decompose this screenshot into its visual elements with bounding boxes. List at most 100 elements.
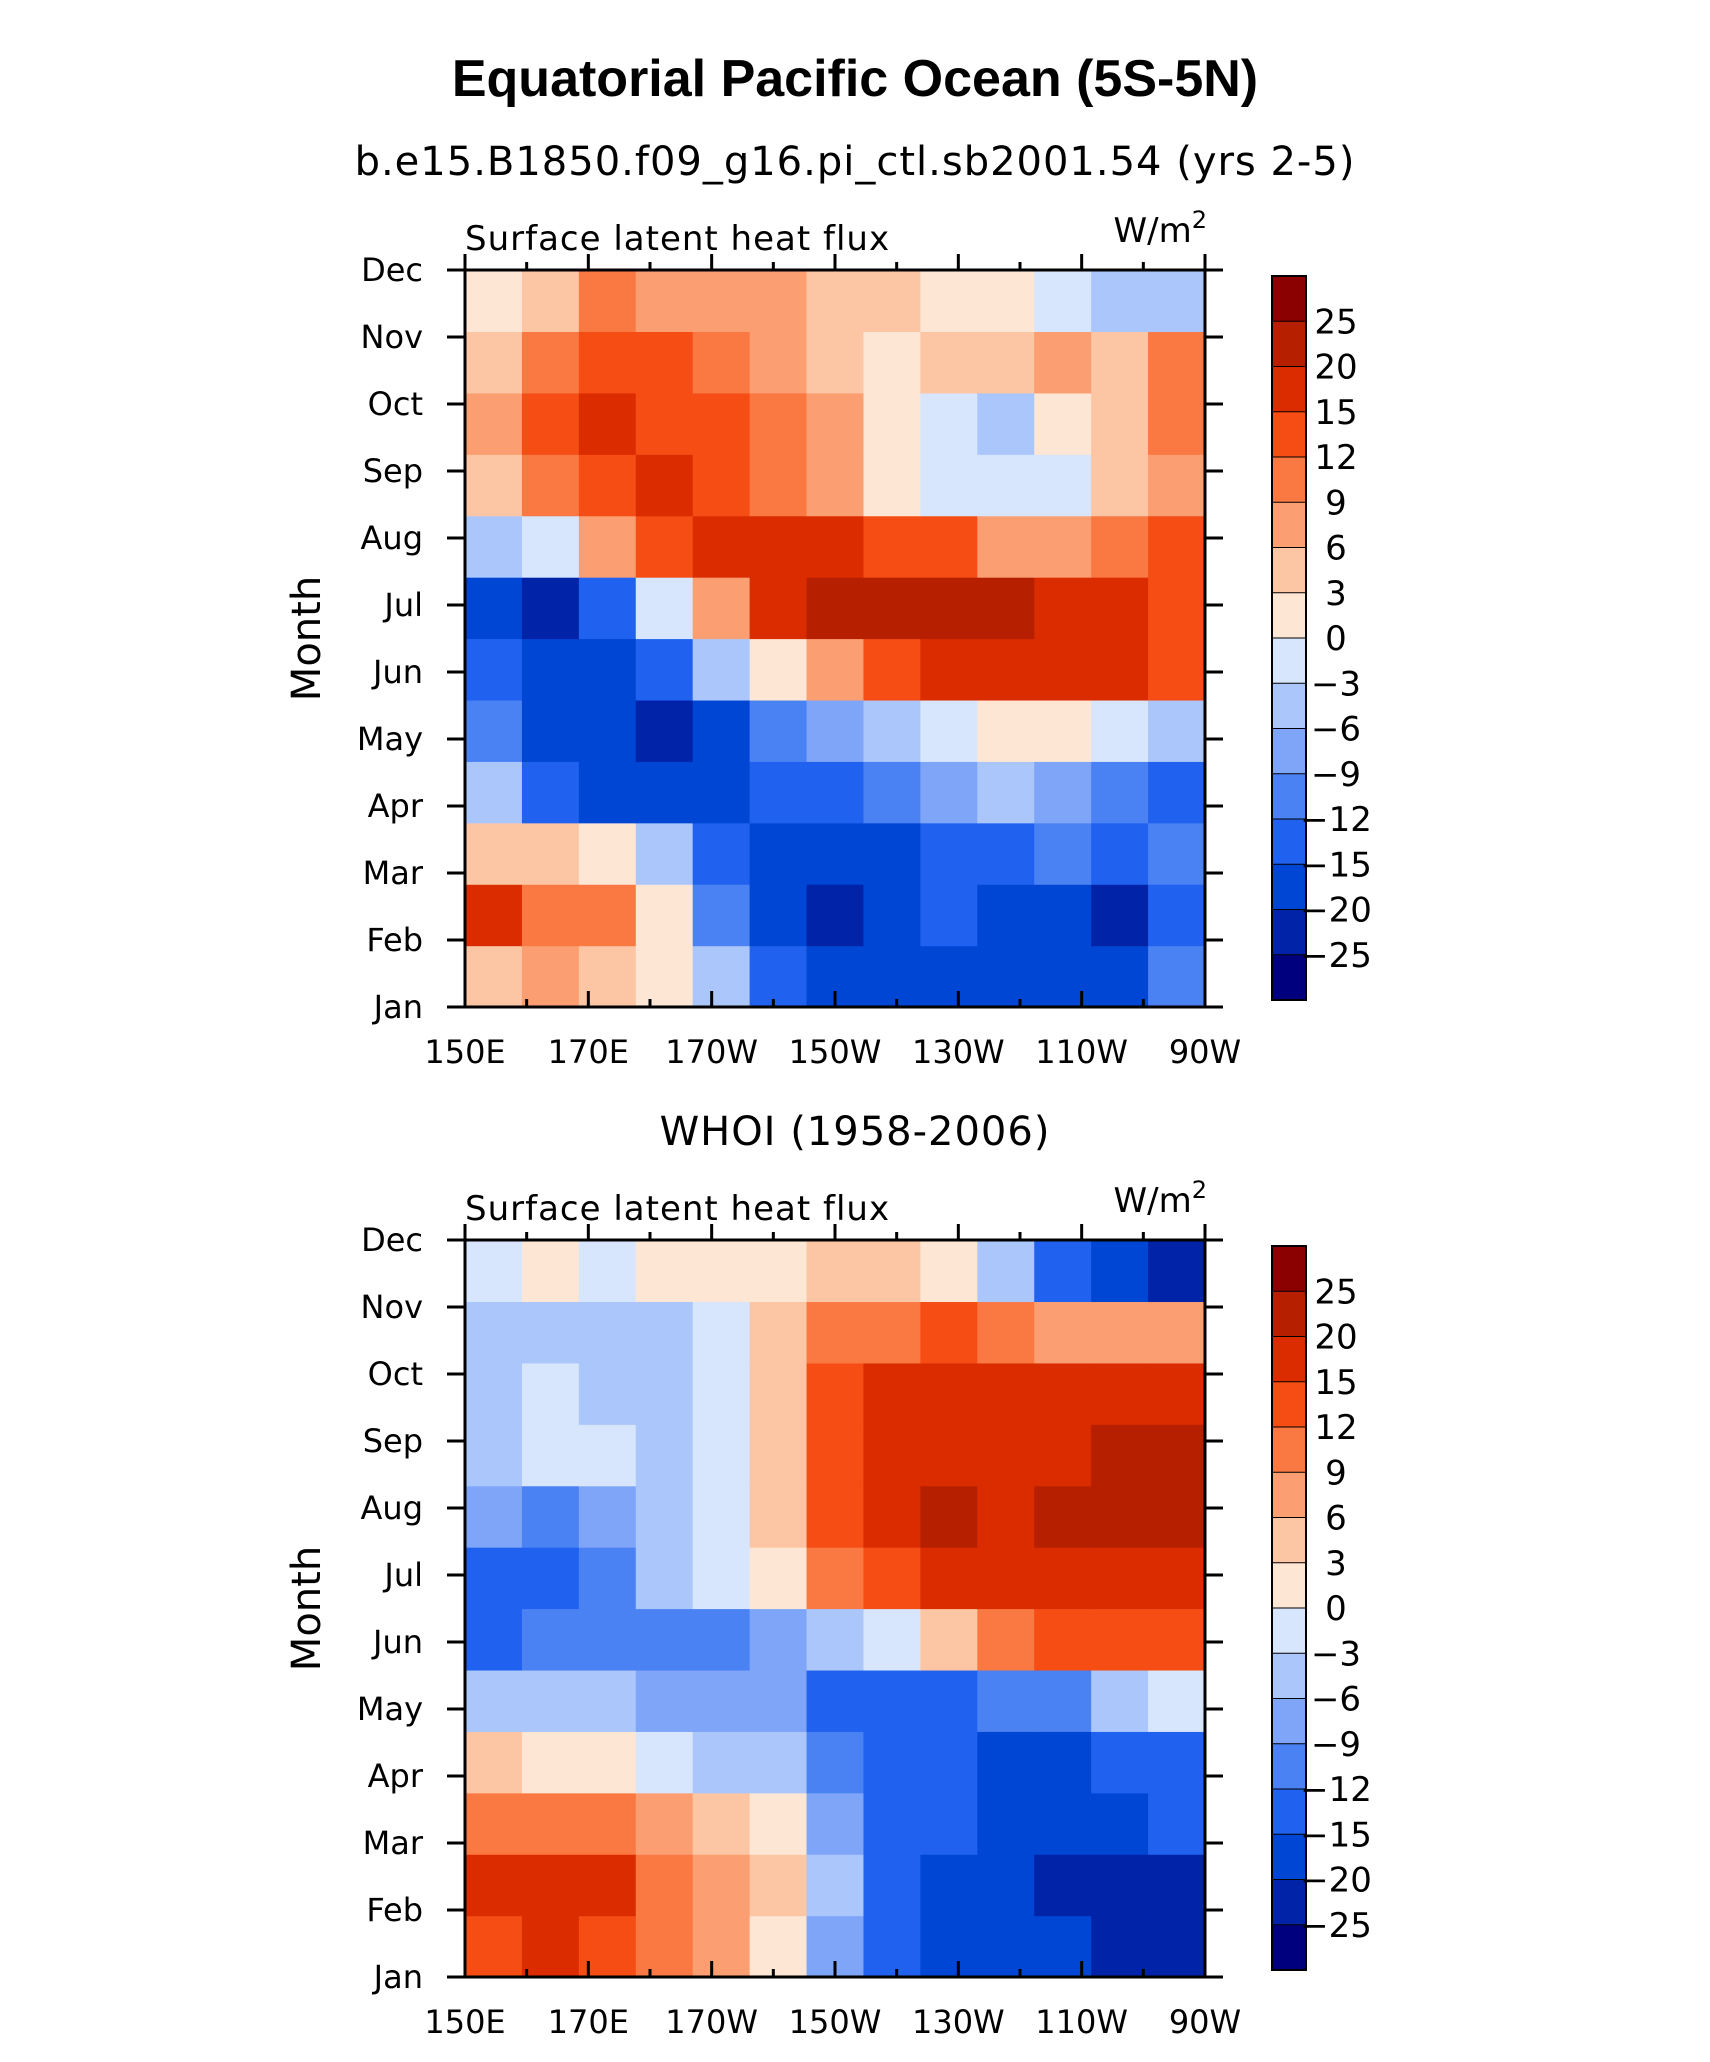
y-tick-label: May <box>357 1690 423 1728</box>
variable-label: Surface latent heat flux <box>465 219 890 259</box>
heatmap-cell <box>465 515 523 578</box>
colorbar-label: −9 <box>1311 755 1361 795</box>
colorbar-label: 25 <box>1314 1272 1357 1312</box>
colorbar-swatch <box>1272 1562 1306 1609</box>
heatmap-cell <box>977 270 1035 333</box>
heatmap-cell <box>920 1854 978 1917</box>
heatmap-cell <box>521 822 580 885</box>
heatmap-cell <box>749 638 808 701</box>
figure-title: Equatorial Pacific Ocean (5S-5N) <box>452 50 1258 108</box>
heatmap-cell <box>521 1792 580 1855</box>
heatmap-cell <box>1091 945 1149 1008</box>
heatmap-cell <box>1034 822 1092 885</box>
heatmap-cell <box>635 699 694 762</box>
heatmap-cell <box>465 1731 523 1794</box>
heatmap-cell <box>635 1547 694 1610</box>
heatmap-cell <box>1034 515 1092 578</box>
heatmap-cell <box>977 577 1035 640</box>
colorbar-swatch <box>1272 1653 1306 1699</box>
colorbar-label: 15 <box>1314 1363 1357 1403</box>
heatmap-cell <box>749 1424 808 1487</box>
heatmap-cell <box>465 822 523 885</box>
y-axis-label: Month <box>284 576 330 701</box>
heatmap-cell <box>1148 454 1206 517</box>
heatmap-cell <box>465 392 523 455</box>
heatmap-cell <box>806 1608 865 1671</box>
units-superscript: 2 <box>1192 1176 1207 1204</box>
heatmap-cell <box>692 577 751 640</box>
colorbar-label: −15 <box>1300 1815 1372 1855</box>
heatmap-cell <box>1091 699 1149 762</box>
heatmap-cell <box>692 515 751 578</box>
colorbar: 25 20 15 12 9 6 3 0 −3 −6 −9 −12 −15 −20 −25 <box>1271 275 1372 1001</box>
heatmap-cell <box>806 699 865 762</box>
heatmap-cell <box>977 454 1035 517</box>
heatmap-cell <box>863 638 921 701</box>
variable-label: Surface latent heat flux <box>465 1189 890 1229</box>
heatmap-cell <box>977 1424 1035 1487</box>
heatmap-cell <box>635 761 694 824</box>
heatmap-cell <box>863 761 921 824</box>
heatmap-cell <box>1034 1485 1092 1548</box>
heatmap-cell <box>465 1854 523 1917</box>
heatmap-cell <box>521 392 580 455</box>
colorbar-label: −20 <box>1300 891 1372 931</box>
heatmap-cell <box>635 638 694 701</box>
heatmap-cell <box>920 1424 978 1487</box>
heatmap-cell <box>1034 638 1092 701</box>
heatmap-cell <box>1148 945 1206 1008</box>
y-tick-label: Feb <box>366 921 423 959</box>
y-tick-label: Dec <box>361 1221 423 1259</box>
heatmap-cell <box>692 822 751 885</box>
heatmap-cell <box>1034 1608 1092 1671</box>
colorbar-label: 3 <box>1325 1544 1347 1584</box>
heatmap-cell <box>692 454 751 517</box>
heatmap-cell <box>806 331 865 394</box>
heatmap-cell <box>749 1792 808 1855</box>
heatmap-cell <box>749 1915 808 1978</box>
panel-1: b.e15.B1850.f09_g16.pi_ctl.sb2001.54 (yr… <box>284 139 1372 1071</box>
heatmap-cell <box>521 638 580 701</box>
heatmap-cell <box>578 884 637 947</box>
heatmap-cell <box>635 515 694 578</box>
heatmap-cell <box>1034 1240 1092 1303</box>
heatmap-cell <box>920 1792 978 1855</box>
heatmap-cell <box>521 1362 580 1425</box>
heatmap-cell <box>863 1485 921 1548</box>
y-tick-label: Apr <box>368 787 424 825</box>
heatmap-cell <box>749 1547 808 1610</box>
colorbar-swatch <box>1272 1246 1306 1292</box>
heatmap-cell <box>521 1854 580 1917</box>
x-tick-label: 130W <box>912 2003 1005 2041</box>
y-tick-label: Jan <box>372 988 423 1026</box>
heatmap-cell <box>635 1731 694 1794</box>
heatmap-cell <box>521 1240 580 1303</box>
x-tick-label: 90W <box>1169 2003 1241 2041</box>
heatmap-cell <box>1034 1547 1092 1610</box>
heatmap-cell <box>465 884 523 947</box>
y-tick-label: Dec <box>361 251 423 289</box>
heatmap-cell <box>1148 1547 1206 1610</box>
heatmap-cell <box>1091 1240 1149 1303</box>
heatmap-cell <box>1091 1792 1149 1855</box>
heatmap-cell <box>692 1485 751 1548</box>
colorbar-swatch <box>1272 773 1306 820</box>
heatmap-cell <box>806 392 865 455</box>
heatmap-cell <box>465 1915 523 1978</box>
colorbar-label: −6 <box>1311 1680 1361 1720</box>
heatmap-cell <box>692 761 751 824</box>
heatmap-cell <box>692 1731 751 1794</box>
heatmap-cell <box>521 1301 580 1364</box>
y-tick-label: Oct <box>368 1355 423 1393</box>
heatmap-cell <box>920 1915 978 1978</box>
heatmap-cell <box>1148 1854 1206 1917</box>
y-tick-label: Nov <box>361 1288 423 1326</box>
heatmap-cell <box>1034 1854 1092 1917</box>
heatmap-cell <box>692 331 751 394</box>
colorbar-swatch <box>1272 276 1306 322</box>
x-tick-label: 150W <box>789 2003 882 2041</box>
heatmap-cell <box>465 1485 523 1548</box>
heatmap-cell <box>977 699 1035 762</box>
heatmap-cell <box>920 1608 978 1671</box>
heatmap-cell <box>521 1731 580 1794</box>
